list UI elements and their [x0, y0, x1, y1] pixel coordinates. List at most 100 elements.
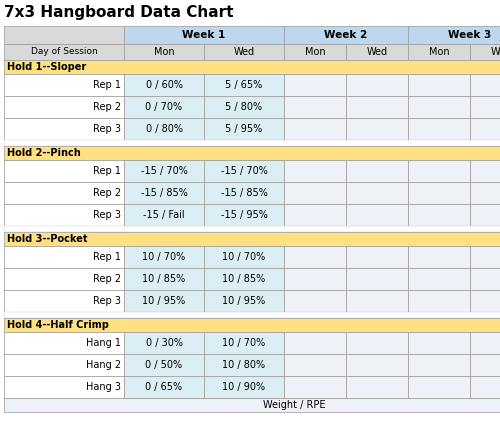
Bar	[470, 246, 500, 268]
Bar	[4, 246, 124, 268]
Text: Hold 1--Sloper: Hold 1--Sloper	[7, 62, 86, 72]
Text: Week 3: Week 3	[448, 30, 492, 40]
Text: -15 / 85%: -15 / 85%	[140, 188, 188, 198]
Text: Wed: Wed	[366, 47, 388, 57]
Bar	[4, 204, 124, 226]
Bar	[346, 246, 408, 268]
Text: Day of Session: Day of Session	[30, 48, 98, 56]
Bar	[284, 332, 346, 354]
Text: Rep 1: Rep 1	[93, 166, 121, 176]
Text: Rep 3: Rep 3	[93, 124, 121, 134]
Bar	[124, 44, 204, 60]
Text: Wed: Wed	[490, 47, 500, 57]
Bar	[284, 204, 346, 226]
Bar	[284, 160, 346, 182]
Text: 0 / 60%: 0 / 60%	[146, 80, 182, 90]
Text: Weight / RPE: Weight / RPE	[263, 400, 325, 410]
Bar	[346, 96, 408, 118]
Bar	[408, 246, 470, 268]
Text: 10 / 95%: 10 / 95%	[222, 296, 266, 306]
Bar	[284, 44, 346, 60]
Bar	[4, 182, 124, 204]
Bar	[4, 354, 124, 376]
Bar	[408, 290, 470, 312]
Bar	[284, 376, 346, 398]
Bar	[346, 268, 408, 290]
Text: Rep 2: Rep 2	[93, 274, 121, 284]
Text: -15 / 70%: -15 / 70%	[220, 166, 268, 176]
Bar	[4, 332, 124, 354]
Bar	[204, 332, 284, 354]
Bar	[408, 268, 470, 290]
Bar	[204, 96, 284, 118]
Bar	[470, 160, 500, 182]
Text: Mon: Mon	[428, 47, 450, 57]
Bar	[4, 312, 500, 318]
Text: 5 / 95%: 5 / 95%	[226, 124, 262, 134]
Bar	[346, 290, 408, 312]
Bar	[124, 376, 204, 398]
Text: 7x3 Hangboard Data Chart: 7x3 Hangboard Data Chart	[4, 5, 234, 20]
Bar	[346, 74, 408, 96]
Bar	[4, 318, 500, 332]
Bar	[4, 118, 124, 140]
Bar	[124, 354, 204, 376]
Bar	[470, 354, 500, 376]
Bar	[204, 118, 284, 140]
Bar	[470, 74, 500, 96]
Bar	[124, 182, 204, 204]
Bar	[346, 182, 408, 204]
Bar	[284, 246, 346, 268]
Bar	[204, 204, 284, 226]
Bar	[4, 268, 124, 290]
Bar	[408, 204, 470, 226]
Bar	[204, 268, 284, 290]
Bar	[124, 96, 204, 118]
Bar	[204, 160, 284, 182]
Text: 10 / 70%: 10 / 70%	[222, 252, 266, 262]
Bar	[124, 204, 204, 226]
Bar	[284, 26, 408, 44]
Text: -15 / 70%: -15 / 70%	[140, 166, 188, 176]
Bar	[204, 354, 284, 376]
Bar	[346, 160, 408, 182]
Bar	[124, 290, 204, 312]
Bar	[124, 118, 204, 140]
Text: Rep 2: Rep 2	[93, 188, 121, 198]
Bar	[284, 182, 346, 204]
Bar	[284, 96, 346, 118]
Bar	[346, 44, 408, 60]
Bar	[284, 354, 346, 376]
Text: Hang 2: Hang 2	[86, 360, 121, 370]
Text: 10 / 95%: 10 / 95%	[142, 296, 186, 306]
Text: 0 / 65%: 0 / 65%	[146, 382, 182, 392]
Bar	[470, 118, 500, 140]
Bar	[408, 182, 470, 204]
Bar	[408, 332, 470, 354]
Bar	[408, 96, 470, 118]
Bar	[284, 290, 346, 312]
Bar	[470, 96, 500, 118]
Text: Rep 1: Rep 1	[93, 80, 121, 90]
Text: Hold 2--Pinch: Hold 2--Pinch	[7, 148, 81, 158]
Bar	[284, 118, 346, 140]
Bar	[4, 74, 124, 96]
Bar	[204, 376, 284, 398]
Bar	[4, 226, 500, 232]
Bar	[408, 74, 470, 96]
Text: Rep 2: Rep 2	[93, 102, 121, 112]
Bar	[284, 74, 346, 96]
Bar	[204, 74, 284, 96]
Bar	[470, 376, 500, 398]
Bar	[4, 26, 124, 44]
Bar	[470, 44, 500, 60]
Bar	[408, 376, 470, 398]
Bar	[204, 182, 284, 204]
Text: 5 / 80%: 5 / 80%	[226, 102, 262, 112]
Text: -15 / 95%: -15 / 95%	[220, 210, 268, 220]
Bar	[408, 26, 500, 44]
Text: 10 / 90%: 10 / 90%	[222, 382, 266, 392]
Bar	[470, 332, 500, 354]
Bar	[4, 146, 500, 160]
Bar	[470, 268, 500, 290]
